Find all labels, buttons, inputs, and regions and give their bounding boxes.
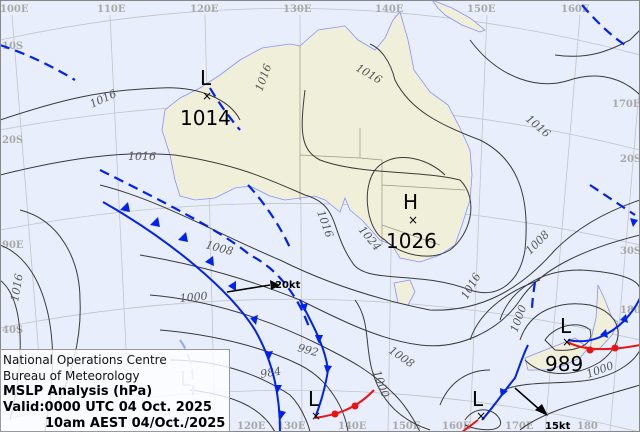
office-name: National Operations Centre [3,353,167,367]
isobars [0,29,640,432]
trough [0,43,76,81]
lon-label: 110E [97,4,126,15]
state-borders [299,46,466,246]
cold-front [481,344,529,421]
lat-label: 40S [2,325,23,336]
lon-label: 130E [277,421,306,432]
lon-label: 140E [375,4,404,15]
pressure-centres: L × 1014 H × 1026 L × 989 L × L × L [180,66,583,423]
chart-title: MSLP Analysis (hPa) [3,384,153,399]
trough [247,184,292,249]
lon-label: 130E [283,4,312,15]
arrowhead-icon [270,280,280,290]
info-panel: National Operations Centre Bureau of Met… [0,349,230,432]
wind-speed-label: 20kt [275,280,301,291]
lon-label: 120E [190,4,219,15]
lon-label: 150E [467,4,496,15]
australia [161,11,473,263]
trough [99,169,312,331]
lon-label: 150E [392,421,421,432]
wind-arrow-icon [226,284,271,293]
high-symbol: H [403,190,418,214]
lon-label: 180 [577,421,598,432]
centre-cross-icon: × [311,409,321,423]
low-symbol: L [472,387,484,411]
central-pressure: 989 [545,352,583,376]
wind-speed-label: 15kt [545,421,571,432]
isobar-label: 1016 [8,273,26,303]
cold-front-triangles [120,202,638,420]
lat-label: 20S [620,154,640,165]
lon-label: 100E [0,4,29,15]
landmasses [161,0,619,371]
low-symbol: L [200,66,212,90]
centre-cross-icon: × [476,409,486,423]
central-pressure: 1014 [180,106,231,130]
lon-label: 140E [338,421,367,432]
arrowhead-icon [535,404,548,416]
lon-label: 170E [505,421,534,432]
wind-arrow-icon [514,387,541,411]
wind-arrows: 20kt 15kt [226,280,571,432]
central-pressure: 1026 [386,229,437,253]
lon-label: 90E [2,240,24,251]
isobar-label: 992 [296,341,320,359]
lat-label: 30S [620,246,640,257]
agency-name: Bureau of Meteorology [3,369,140,383]
centre-cross-icon: × [562,335,572,349]
warm-front-semicircles [331,344,619,418]
isobar-label: 1000 [179,290,208,305]
trough [589,184,636,216]
tasmania [393,279,416,306]
lon-label: 160E [442,421,471,432]
low-symbol: L [308,387,320,411]
new-zealand-south [524,337,589,371]
valid-time: Valid:0000 UTC 04 Oct. 2025 [3,400,212,415]
local-time: 10am AEST 04/Oct./2025 [45,416,226,431]
lon-label: 170E [612,99,640,110]
cold-front [102,201,281,432]
centre-cross-icon: × [202,89,212,103]
isobar-label: 984 [259,365,282,381]
low-symbol: L [560,314,572,338]
trough [530,281,537,311]
isobar-label: 1016 [128,150,156,163]
trough [581,4,626,46]
lat-label: 10S [2,41,23,52]
new-zealand-north [589,284,619,353]
warm-front [314,389,375,419]
centre-cross-icon: × [408,213,418,227]
new-guinea [431,0,486,33]
lon-label: 180 [620,305,640,316]
lat-label: 20S [2,135,23,146]
warm-front [567,341,640,351]
graticule-labels: 100E 110E 120E 130E 140E 150E 160E 10S 2… [0,4,640,432]
trough [209,87,241,131]
lon-label: 120E [237,421,266,432]
lon-label: 160E [561,4,590,15]
